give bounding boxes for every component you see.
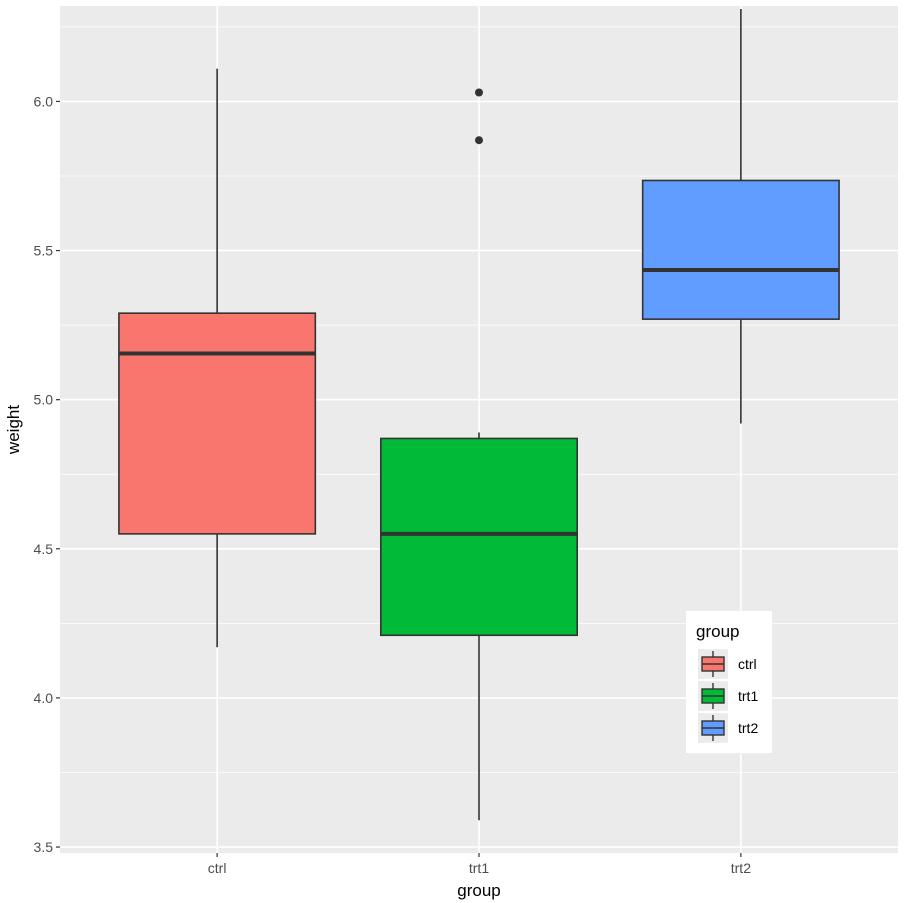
box-trt2	[641, 8, 840, 424]
legend-items: ctrl trt1 trt2	[698, 649, 758, 743]
axes-layer: 3.5 4.0 4.5 5.0 5.5 6.0 ctrl trt1 trt2	[34, 93, 752, 876]
legend-item-trt1: trt1	[698, 681, 758, 711]
legend-label: trt1	[738, 688, 758, 704]
legend-item-trt2: trt2	[698, 713, 758, 743]
y-tick-label: 4.0	[34, 690, 54, 706]
box-iqr	[118, 312, 317, 535]
outlier-point	[475, 88, 483, 97]
box-iqr	[379, 437, 579, 637]
legend-title: group	[696, 622, 739, 641]
legend-item-ctrl: ctrl	[698, 649, 757, 679]
x-tick-label: trt1	[469, 860, 489, 876]
x-tick-label: trt2	[731, 860, 751, 876]
y-tick-label: 4.5	[34, 541, 54, 557]
y-tick-label: 3.5	[34, 839, 54, 855]
x-tick-label: ctrl	[208, 860, 227, 876]
box-ctrl	[118, 68, 317, 648]
outlier-point	[475, 136, 483, 145]
box-iqr	[641, 179, 840, 320]
boxes-layer	[118, 8, 840, 821]
box-trt1	[379, 88, 579, 821]
y-tick-label: 5.0	[34, 392, 54, 408]
y-tick-label: 6.0	[34, 93, 54, 109]
y-axis-title: weight	[4, 405, 23, 455]
x-axis-title: group	[457, 881, 500, 900]
legend: group ctrl trt1 trt2	[686, 611, 772, 753]
legend-label: trt2	[738, 720, 758, 736]
legend-label: ctrl	[738, 656, 757, 672]
y-tick-label: 5.5	[34, 243, 54, 259]
